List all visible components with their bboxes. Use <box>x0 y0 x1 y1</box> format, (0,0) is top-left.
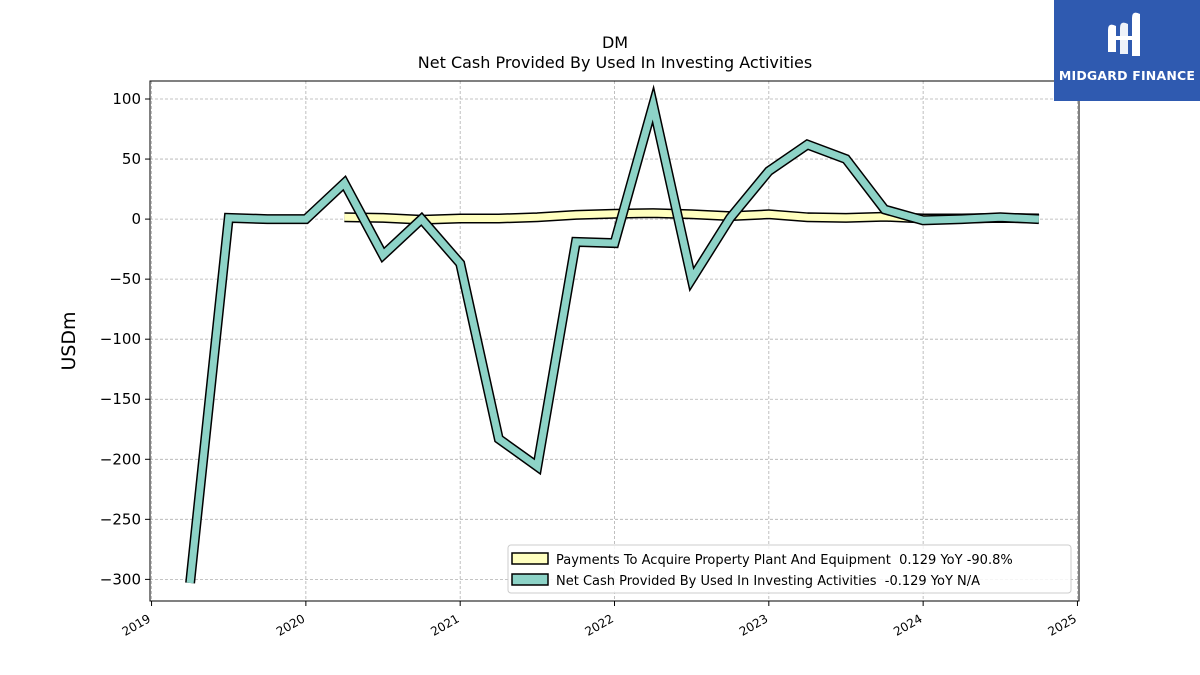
x-tick-label: 2019 <box>120 611 153 638</box>
y-tick-label: −250 <box>100 510 141 528</box>
x-tick-label: 2024 <box>891 611 924 638</box>
legend-label-investing: Net Cash Provided By Used In Investing A… <box>556 574 980 589</box>
y-tick-label: 0 <box>131 210 141 228</box>
legend-swatch-ppe <box>511 552 549 565</box>
y-tick-label: −50 <box>109 270 141 288</box>
legend-frame <box>507 544 1072 594</box>
logo-text: MIDGARD FINANCE <box>1058 68 1196 83</box>
y-tick-label: 100 <box>112 90 141 108</box>
y-axis-ticks: 100 50 0 −50 −100 −150 −200 −250 −300 <box>100 90 150 588</box>
legend-label-ppe: Payments To Acquire Property Plant And E… <box>556 553 1013 568</box>
x-tick-label: 2023 <box>737 611 770 638</box>
legend: Payments To Acquire Property Plant And E… <box>507 544 1072 594</box>
x-tick-label: 2020 <box>274 611 307 638</box>
y-axis-label: USDm <box>58 311 80 370</box>
legend-swatch-investing <box>511 573 549 586</box>
chart-subtitle: Net Cash Provided By Used In Investing A… <box>418 53 812 72</box>
y-tick-label: 50 <box>122 150 141 168</box>
logo-mark-icon <box>1108 12 1140 57</box>
x-tick-label: 2022 <box>583 611 616 638</box>
y-tick-label: −300 <box>100 570 141 588</box>
x-axis-ticks: 2019 2020 2021 2022 2023 2024 2025 <box>120 601 1079 639</box>
y-tick-label: −100 <box>100 330 141 348</box>
chart-title: DM <box>602 33 628 52</box>
y-tick-label: −200 <box>100 450 141 468</box>
y-tick-label: −150 <box>100 390 141 408</box>
brand-logo: MIDGARD FINANCE <box>1054 0 1200 101</box>
grid <box>150 81 1079 601</box>
series-lines <box>185 84 1040 584</box>
x-tick-label: 2025 <box>1046 611 1079 638</box>
x-tick-label: 2021 <box>428 611 461 638</box>
